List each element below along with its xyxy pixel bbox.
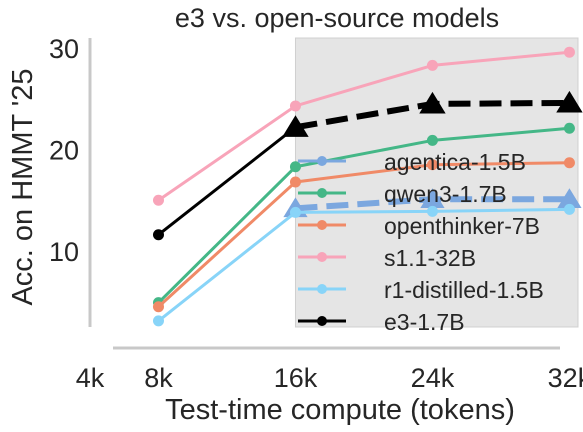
x-tick-label: 16k [274, 363, 318, 393]
legend-swatch-marker [317, 188, 327, 198]
data-point [563, 122, 575, 134]
chart-title: e3 vs. open-source models [175, 3, 499, 33]
legend-swatch-marker [317, 284, 327, 294]
series-openthinker-7B [152, 157, 575, 313]
y-tick-label: 10 [49, 237, 79, 267]
data-point [426, 134, 438, 146]
x-tick-label: 4k [76, 363, 105, 393]
data-point [152, 229, 164, 241]
series-e3-1.7B [152, 90, 583, 241]
data-point [420, 188, 445, 209]
data-point [282, 115, 309, 137]
series-qwen3-1.7B [152, 122, 575, 309]
data-point [152, 194, 164, 206]
legend-item: r1-distilled-1.5B [298, 277, 544, 303]
series-s1.1-32B [152, 46, 575, 206]
y-axis-label: Acc. on HMMT '25 [7, 68, 39, 305]
data-point [419, 91, 446, 114]
data-point [152, 315, 164, 327]
legend-item: s1.1-32B [298, 245, 476, 271]
data-point [289, 100, 301, 112]
legend-swatch-marker [317, 316, 327, 326]
series-line [157, 126, 570, 304]
data-point [556, 90, 583, 113]
data-point [289, 176, 301, 188]
legend-label: r1-distilled-1.5B [384, 277, 544, 303]
x-tick-label: 32k [548, 363, 583, 393]
series-line [157, 50, 570, 202]
legend-label: agentica-1.5B [384, 149, 526, 175]
data-point [426, 159, 438, 171]
legend-label: openthinker-7B [384, 213, 540, 239]
data-point [557, 188, 582, 209]
legend-label: e3-1.7B [384, 309, 465, 335]
data-point [563, 157, 575, 169]
x-tick-label: 24k [411, 363, 455, 393]
legend-item: qwen3-1.7B [298, 181, 507, 207]
y-tick-label: 20 [49, 136, 79, 166]
legend-swatch-marker [317, 220, 327, 230]
legend-item: openthinker-7B [298, 213, 540, 239]
data-point [289, 206, 301, 218]
x-tick-label: 8k [144, 363, 173, 393]
x-axis-label: Test-time compute (tokens) [165, 394, 515, 426]
data-point [563, 46, 575, 58]
data-point [563, 203, 575, 215]
legend-swatch-marker [317, 156, 327, 166]
data-point [426, 59, 438, 71]
data-point [426, 205, 438, 217]
legend-label: s1.1-32B [384, 245, 476, 271]
data-point [152, 301, 164, 313]
series-line [157, 126, 297, 236]
series-r1-distilled-1.5B [152, 203, 575, 327]
shaded-region [294, 37, 579, 328]
series-line [157, 161, 570, 308]
legend-label: qwen3-1.7B [384, 181, 507, 207]
data-point [289, 161, 301, 173]
legend-swatch-marker [317, 252, 327, 262]
legend-item: agentica-1.5B [298, 149, 526, 175]
y-tick-label: 30 [49, 34, 79, 64]
series-line [157, 207, 570, 323]
legend-item: e3-1.7B [298, 309, 465, 335]
